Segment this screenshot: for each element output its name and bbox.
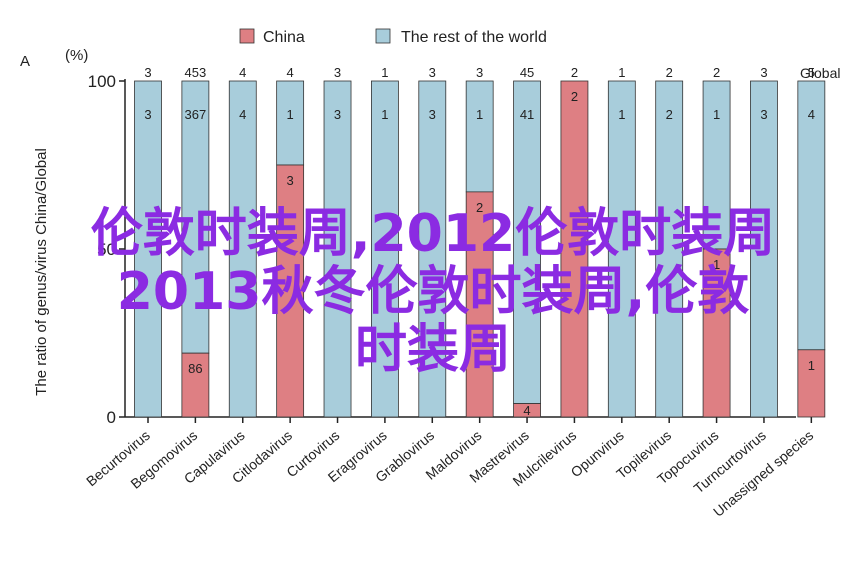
rest-count-label: 1 (618, 107, 625, 122)
bar-china (276, 164, 305, 418)
bar-rest-of-world (134, 80, 162, 418)
bar-china (181, 352, 210, 418)
rest-count-label: 1 (287, 107, 294, 122)
global-count-label: 3 (429, 65, 436, 80)
global-count-label: 2 (713, 65, 720, 80)
bar-rest-of-world (607, 80, 636, 418)
bar-china (560, 80, 589, 418)
panel-label: A (20, 53, 30, 70)
bar-china (797, 349, 826, 418)
legend-swatch-rest (375, 28, 391, 44)
bar-rest-of-world (655, 80, 684, 418)
top-row-label: Global (800, 65, 840, 81)
legend-label-rest: The rest of the world (401, 29, 547, 46)
china-count-label: 2 (571, 89, 578, 104)
bar-china (702, 248, 731, 418)
bar-rest-of-world (371, 80, 399, 418)
bar-rest-of-world (465, 80, 494, 193)
y-tick-label: 0 (107, 408, 116, 427)
global-count-label: 4 (287, 65, 294, 80)
bar-rest-of-world (418, 80, 447, 418)
rest-count-label: 4 (239, 107, 246, 122)
global-count-label: 4 (239, 65, 246, 80)
bar-rest-of-world (181, 80, 210, 354)
global-count-label: 453 (185, 65, 207, 80)
rest-count-label: 1 (381, 107, 388, 122)
legend: China The rest of the world (239, 28, 547, 46)
bar-rest-of-world (750, 80, 778, 418)
rest-count-label: 3 (334, 107, 341, 122)
global-count-label: 2 (571, 65, 578, 80)
global-count-label: 3 (144, 65, 151, 80)
legend-swatch-china (239, 28, 255, 44)
y-tick-label: 50 (97, 240, 116, 259)
china-count-label: 86 (188, 361, 202, 376)
bar-china (513, 403, 541, 418)
china-count-label: 1 (808, 358, 815, 373)
global-count-label: 5 (808, 65, 815, 80)
global-count-label: 3 (476, 65, 483, 80)
rest-count-label: 3 (760, 107, 767, 122)
china-count-label: 4 (523, 403, 530, 418)
rest-count-label: 2 (666, 107, 673, 122)
china-count-label: 2 (476, 200, 483, 215)
global-count-label: 45 (520, 65, 534, 80)
rest-count-label: 4 (808, 107, 815, 122)
rest-count-label: 367 (185, 107, 207, 122)
bar-rest-of-world (323, 80, 352, 418)
rest-count-label: 1 (713, 107, 720, 122)
global-count-label: 1 (618, 65, 625, 80)
bar-china (465, 191, 494, 418)
legend-label-china: China (263, 29, 305, 46)
y-tick-label: 100 (88, 72, 116, 91)
rest-count-label: 41 (520, 107, 534, 122)
china-count-label: 1 (713, 257, 720, 272)
china-count-label: 3 (287, 173, 294, 188)
global-count-label: 1 (381, 65, 388, 80)
bar-rest-of-world (513, 80, 541, 404)
bar-rest-of-world (702, 80, 731, 250)
global-count-label: 3 (760, 65, 767, 80)
global-count-label: 2 (666, 65, 673, 80)
y-unit-label: (%) (65, 47, 88, 64)
rest-count-label: 3 (144, 107, 151, 122)
bar-rest-of-world (797, 80, 826, 351)
y-axis-title: The ratio of genus/virus China/Global (33, 148, 50, 396)
bars (134, 80, 826, 418)
rest-count-label: 3 (429, 107, 436, 122)
bar-rest-of-world (228, 80, 257, 418)
global-count-label: 3 (334, 65, 341, 80)
rest-count-label: 1 (476, 107, 483, 122)
bar-rest-of-world (276, 80, 305, 166)
